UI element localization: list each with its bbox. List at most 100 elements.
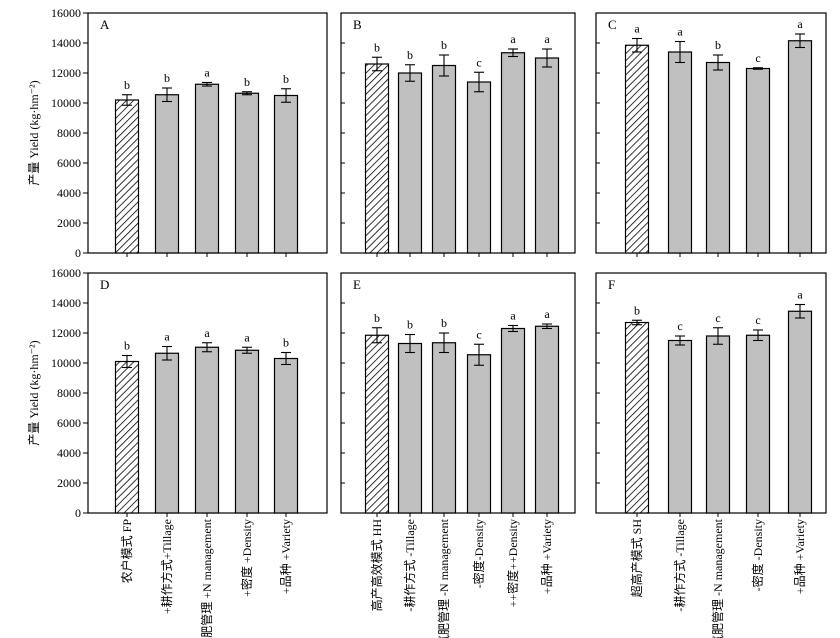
panel-f-bar	[624, 321, 650, 514]
panel-f-bar	[705, 335, 731, 514]
panel-e-significance-letter: b	[374, 311, 380, 325]
panel-e-bar	[500, 327, 526, 514]
panel-d-ytick-label: 12000	[51, 326, 81, 340]
x-category-label: +品种 +Variety	[793, 519, 807, 594]
panel-a-significance-letter: b	[164, 71, 170, 85]
panel-a-significance-letter: a	[204, 65, 210, 79]
x-category-label: +耕作方式+Tillage	[159, 519, 174, 614]
panel-d-ytick-label: 10000	[51, 356, 81, 370]
panel-b-bar	[364, 63, 390, 254]
panel-c-bar	[667, 51, 693, 254]
panel-d-bar	[194, 346, 220, 514]
panel-a-significance-letter: b	[244, 75, 250, 89]
panel-b-significance-letter: a	[510, 32, 516, 46]
panel-f-label: F	[608, 277, 615, 292]
panel-b-bar	[500, 52, 526, 254]
panel-d-significance-letter: b	[283, 336, 289, 350]
panel-a-yaxis-label: 产量 Yield (kg·hm⁻²)	[27, 80, 41, 185]
panel-d-ytick-label: 4000	[57, 446, 81, 460]
panel-b-significance-letter: b	[441, 38, 447, 52]
panel-f-significance-letter: c	[755, 313, 760, 327]
panel-a-ytick-label: 12000	[51, 66, 81, 80]
panel-c-significance-letter: c	[755, 51, 760, 65]
panel-b-bar	[534, 57, 560, 254]
x-category-label: +密度 +Density	[239, 519, 254, 597]
panel-a-label: A	[100, 17, 110, 32]
panel-e-bar	[534, 325, 560, 514]
panel-d-yaxis-label: 产量 Yield (kg·hm⁻²)	[27, 340, 41, 445]
panel-c-bar	[705, 61, 731, 254]
panel-a-bar	[194, 83, 220, 254]
panel-a-bar	[154, 94, 180, 254]
panel-c-label: C	[608, 17, 617, 32]
panel-a-significance-letter: b	[124, 78, 130, 92]
panel-d-ytick-label: 16000	[51, 266, 81, 280]
panel-a-ytick-label: 6000	[57, 156, 81, 170]
panel-b-significance-letter: b	[374, 40, 380, 54]
panel-c-significance-letter: a	[634, 22, 640, 36]
panel-e-significance-letter: a	[544, 307, 550, 321]
panel-f-significance-letter: c	[677, 319, 682, 333]
panel-a-ytick-label: 4000	[57, 186, 81, 200]
x-category-label: -耕作方式 -Tillage	[402, 519, 417, 612]
panel-e-label: E	[353, 277, 361, 292]
panel-a-ytick-label: 8000	[57, 126, 81, 140]
panel-a-ytick-label: 16000	[51, 6, 81, 20]
x-category-label: -氮肥管理 -N management	[436, 518, 451, 638]
panel-e-bar	[364, 334, 390, 514]
panel-d-significance-letter: a	[164, 330, 170, 344]
panel-c-significance-letter: a	[677, 25, 683, 39]
panel-f-bar	[787, 310, 813, 514]
x-category-label: +氮肥管理 +N management	[199, 518, 214, 638]
panel-d-bar	[154, 352, 180, 514]
x-category-label: -氮肥管理 -N management	[710, 518, 725, 638]
x-category-label: 高产高效模式 HH	[369, 519, 384, 612]
panel-d-bar	[234, 349, 260, 514]
panel-b-bar	[466, 81, 492, 254]
panel-d-ytick-label: 8000	[57, 386, 81, 400]
panel-e-significance-letter: b	[407, 318, 413, 332]
x-category-label: +品种 +Variety	[540, 519, 554, 594]
panel-a-ytick-label: 14000	[51, 36, 81, 50]
panel-b-significance-letter: c	[476, 55, 481, 69]
x-category-label: -密度-Density	[471, 519, 486, 588]
panel-c-bar	[745, 67, 771, 254]
panel-f-significance-letter: c	[715, 311, 720, 325]
panel-e-bar	[397, 342, 423, 514]
panel-d-bar	[273, 357, 299, 514]
x-category-label: 超高产模式 SH	[629, 519, 644, 598]
panel-a-bar	[234, 92, 260, 254]
panel-d-ytick-label: 0	[75, 506, 81, 520]
panel-a-bar	[114, 99, 140, 254]
x-category-label: +品种 +Variety	[279, 519, 293, 594]
panel-a-bar	[273, 94, 299, 254]
panel-b-label: B	[353, 17, 362, 32]
panel-c-bar	[787, 40, 813, 254]
panel-a-ytick-label: 0	[75, 246, 81, 260]
panel-e-bar	[431, 342, 457, 514]
panel-d-bar	[114, 360, 140, 514]
panel-c-significance-letter: b	[715, 38, 721, 52]
panel-f-bar	[745, 334, 771, 514]
panel-b-significance-letter: a	[544, 32, 550, 46]
panel-e-significance-letter: c	[476, 327, 481, 341]
panel-f-significance-letter: a	[797, 288, 803, 302]
panel-a-significance-letter: b	[283, 72, 289, 86]
panel-d-significance-letter: a	[204, 326, 210, 340]
panel-f-significance-letter: b	[634, 303, 640, 317]
panel-b-bar	[397, 72, 423, 254]
panel-e-bar	[466, 354, 492, 514]
panel-e-significance-letter: b	[441, 316, 447, 330]
panel-b-significance-letter: b	[407, 48, 413, 62]
panel-c-bar	[624, 44, 650, 254]
x-category-label: -密度 -Density	[750, 519, 765, 591]
panel-d-ytick-label: 6000	[57, 416, 81, 430]
panel-f-bar	[667, 339, 693, 514]
panel-d-significance-letter: a	[244, 330, 250, 344]
x-category-label: 农户模式 FP	[119, 519, 134, 584]
panel-b-bar	[431, 64, 457, 254]
x-category-label: ++密度++Density	[505, 519, 520, 607]
panel-a-ytick-label: 2000	[57, 216, 81, 230]
panel-d-label: D	[100, 277, 109, 292]
